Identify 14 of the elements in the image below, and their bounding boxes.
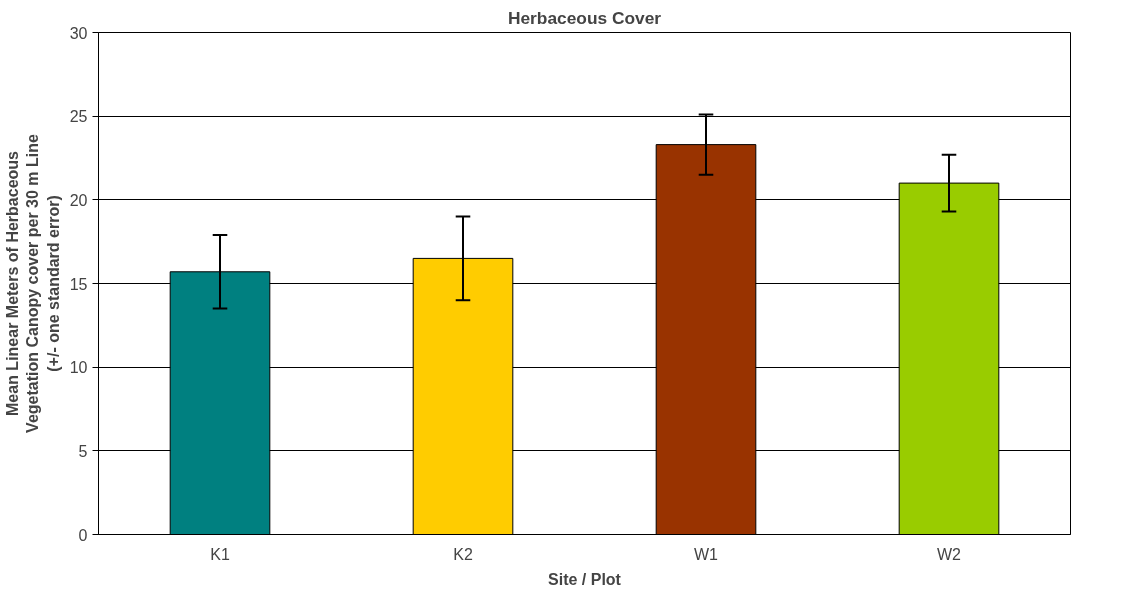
y-tick-label: 20 (69, 191, 88, 209)
x-tick-label: K2 (453, 545, 473, 563)
y-tick-label: 0 (78, 526, 88, 544)
y-tick-label: 30 (69, 24, 88, 42)
y-tick-label: 15 (69, 275, 88, 293)
y-tick-label: 25 (69, 108, 88, 126)
y-axis-title: Mean Linear Meters of Herbaceous Vegetation Canopy cover per 30 m Line (+/- one standard error) (3, 134, 62, 433)
y-tick-label: 5 (78, 442, 88, 460)
x-tick-label: K1 (210, 545, 230, 563)
x-tick-label: W1 (694, 545, 719, 563)
x-axis-title: Site / Plot (548, 570, 622, 588)
chart-title: Herbaceous Cover (507, 7, 662, 28)
x-tick-label: W2 (937, 545, 962, 563)
y-tick-label: 10 (69, 359, 88, 377)
